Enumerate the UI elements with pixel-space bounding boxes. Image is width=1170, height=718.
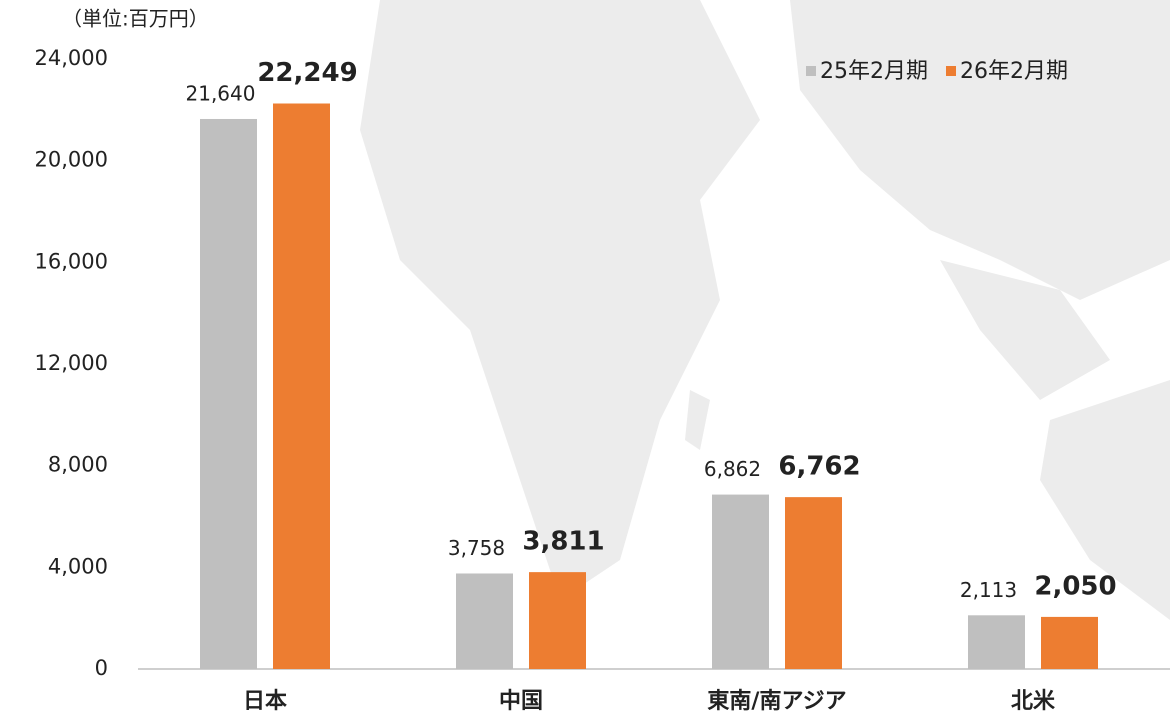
value-label: 2,050 xyxy=(1034,571,1116,601)
value-label: 6,862 xyxy=(704,457,761,481)
unit-label: （単位:百万円） xyxy=(62,7,209,31)
legend-label: 25年2月期 xyxy=(820,59,928,84)
legend-label: 26年2月期 xyxy=(960,59,1068,84)
y-tick-label: 4,000 xyxy=(48,554,108,578)
y-tick-label: 8,000 xyxy=(48,453,108,477)
x-tick-label: 東南/南アジア xyxy=(707,689,846,714)
background-map xyxy=(360,0,1170,620)
value-label: 6,762 xyxy=(778,452,860,482)
value-label: 3,811 xyxy=(522,527,604,557)
y-tick-label: 24,000 xyxy=(35,46,108,70)
value-label: 2,113 xyxy=(960,578,1017,602)
value-label: 22,249 xyxy=(257,58,357,88)
bar xyxy=(529,572,586,669)
value-label: 21,640 xyxy=(186,81,256,105)
legend-swatch xyxy=(946,66,956,76)
bar xyxy=(1041,616,1098,669)
x-tick-label: 北米 xyxy=(1011,689,1056,714)
y-tick-label: 16,000 xyxy=(35,249,108,273)
y-tick-label: 20,000 xyxy=(35,148,108,172)
bar xyxy=(785,497,842,669)
bar xyxy=(200,118,257,669)
y-tick-label: 12,000 xyxy=(35,351,108,375)
bar xyxy=(273,103,330,670)
bar xyxy=(712,494,769,669)
bar xyxy=(968,615,1025,669)
x-tick-label: 日本 xyxy=(243,689,287,714)
bar xyxy=(456,573,513,669)
y-tick-label: 0 xyxy=(95,656,108,680)
legend-swatch xyxy=(806,66,816,76)
x-tick-label: 中国 xyxy=(499,689,543,714)
value-label: 3,758 xyxy=(448,536,505,560)
